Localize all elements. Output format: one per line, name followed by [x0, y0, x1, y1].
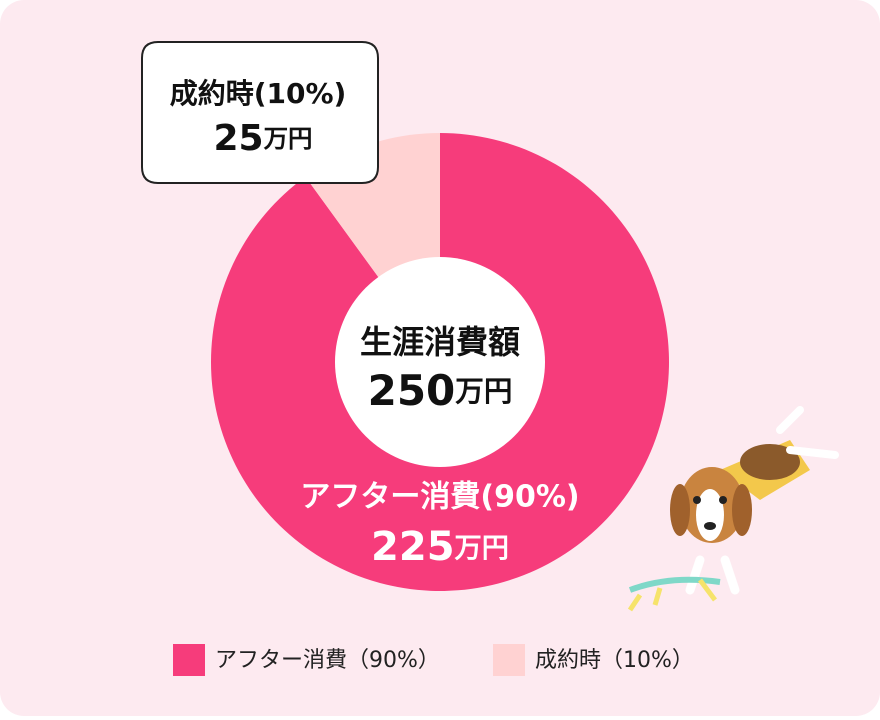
center-value: 250万円 — [368, 366, 513, 415]
slice-label: 成約時(10%) — [170, 77, 347, 110]
slice-value-label: 25万円 — [213, 118, 312, 159]
legend-swatch — [173, 644, 205, 676]
legend-swatch — [493, 644, 525, 676]
slice-label: アフター消費(90%) — [300, 480, 579, 515]
callout: 成約時(10%) 25万円 — [141, 41, 379, 184]
slice-value-label: 225万円 — [371, 524, 509, 570]
dog-illustration — [627, 406, 839, 612]
center-label: 生涯消費額 — [360, 323, 520, 361]
legend: アフター消費（90%） 成約時（10%） — [173, 644, 694, 676]
legend-label: 成約時（10%） — [535, 648, 694, 673]
donut-hole — [335, 257, 545, 467]
callout-box — [141, 41, 379, 184]
legend-label: アフター消費（90%） — [215, 648, 440, 673]
